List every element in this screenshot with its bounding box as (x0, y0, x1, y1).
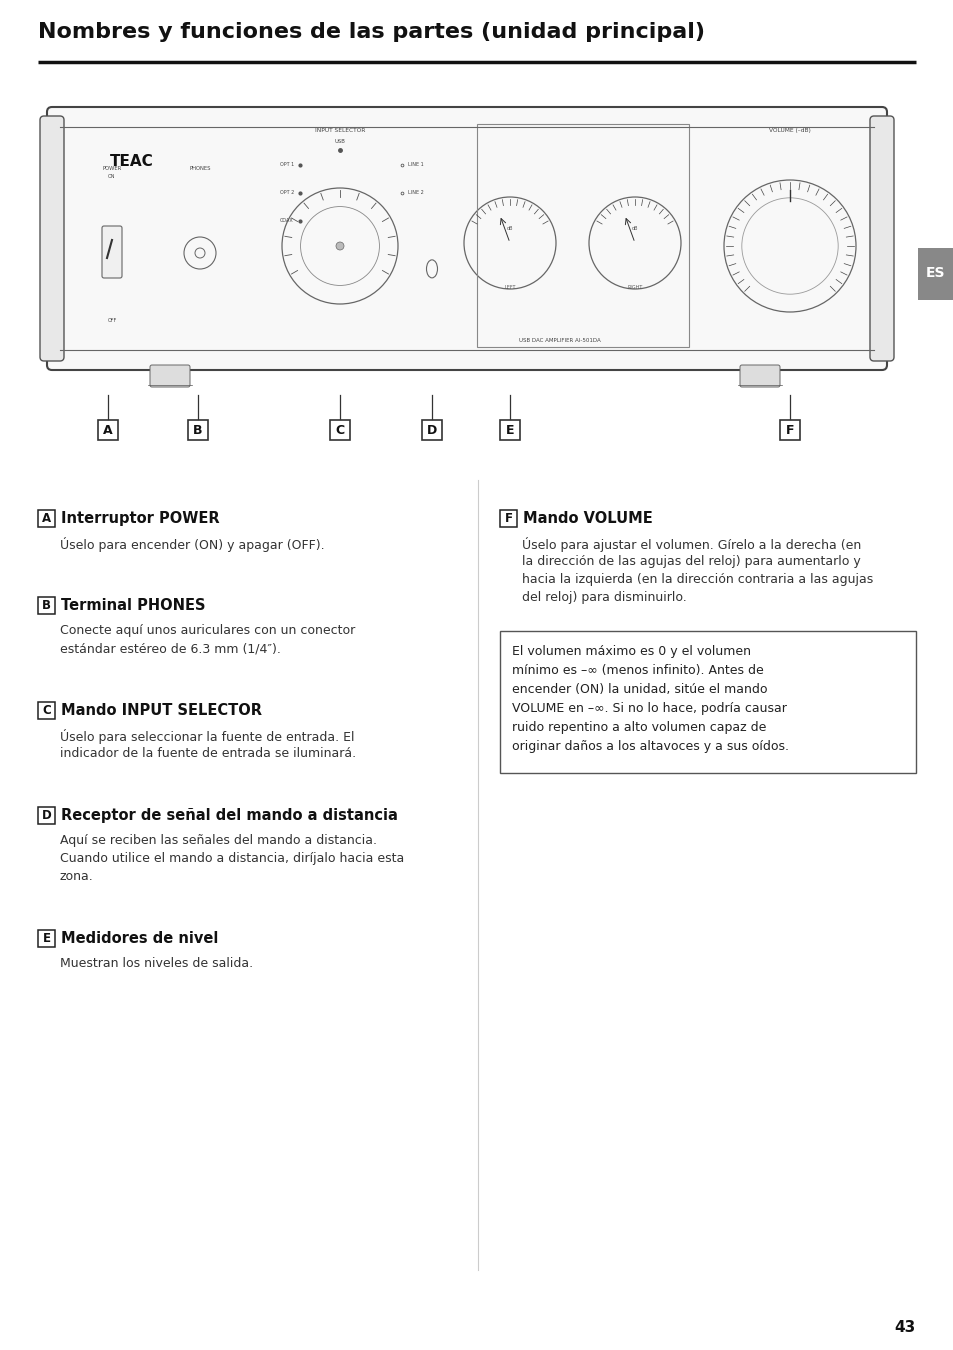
Text: Receptor de señal del mando a distancia: Receptor de señal del mando a distancia (61, 809, 397, 824)
Text: OPT 2: OPT 2 (279, 190, 294, 196)
Text: Aquí se reciben las señales del mando a distancia.: Aquí se reciben las señales del mando a … (60, 834, 376, 846)
Text: zona.: zona. (60, 869, 93, 883)
FancyBboxPatch shape (102, 225, 122, 278)
Text: A: A (103, 424, 112, 436)
FancyBboxPatch shape (740, 364, 780, 387)
Text: F: F (785, 424, 794, 436)
Text: Nombres y funciones de las partes (unidad principal): Nombres y funciones de las partes (unida… (38, 22, 704, 42)
Text: C: C (42, 703, 51, 717)
Bar (330, 420, 350, 440)
Bar (499, 630, 915, 774)
Text: Medidores de nivel: Medidores de nivel (61, 931, 218, 946)
Bar (38, 597, 55, 614)
Text: F: F (504, 512, 512, 525)
Text: VOLUME (–dB): VOLUME (–dB) (768, 128, 810, 134)
Text: Úselo para seleccionar la fuente de entrada. El: Úselo para seleccionar la fuente de entr… (60, 729, 355, 744)
Text: Terminal PHONES: Terminal PHONES (61, 598, 205, 613)
Text: POWER: POWER (102, 166, 121, 171)
Text: hacia la izquierda (en la dirección contraria a las agujas: hacia la izquierda (en la dirección cont… (521, 572, 872, 586)
Text: del reloj) para disminuirlo.: del reloj) para disminuirlo. (521, 591, 686, 603)
Text: 43: 43 (894, 1320, 915, 1335)
Bar (499, 420, 519, 440)
Text: E: E (505, 424, 514, 436)
Text: Mando INPUT SELECTOR: Mando INPUT SELECTOR (61, 703, 262, 718)
Text: USB DAC AMPLIFIER AI-501DA: USB DAC AMPLIFIER AI-501DA (518, 338, 600, 343)
Text: mínimo es –∞ (menos infinito). Antes de: mínimo es –∞ (menos infinito). Antes de (512, 664, 763, 676)
Text: LEFT: LEFT (504, 285, 516, 290)
Text: indicador de la fuente de entrada se iluminará.: indicador de la fuente de entrada se ilu… (60, 747, 355, 760)
Text: Interruptor POWER: Interruptor POWER (61, 512, 219, 526)
Bar (499, 510, 517, 526)
Bar (421, 420, 441, 440)
Text: ON: ON (108, 174, 115, 180)
Text: PHONES: PHONES (189, 166, 211, 171)
Text: COAX: COAX (280, 219, 294, 224)
Bar (780, 420, 800, 440)
Text: A: A (42, 512, 51, 525)
Text: B: B (42, 599, 51, 612)
Bar (98, 420, 118, 440)
Text: VOLUME en –∞. Si no lo hace, podría causar: VOLUME en –∞. Si no lo hace, podría caus… (512, 702, 786, 716)
Text: Cuando utilice el mando a distancia, diríjalo hacia esta: Cuando utilice el mando a distancia, dir… (60, 852, 404, 865)
Bar (476, 124, 688, 347)
Text: OPT 1: OPT 1 (279, 162, 294, 167)
Text: Conecte aquí unos auriculares con un conector: Conecte aquí unos auriculares con un con… (60, 624, 355, 637)
Text: ruido repentino a alto volumen capaz de: ruido repentino a alto volumen capaz de (512, 721, 765, 734)
FancyBboxPatch shape (47, 107, 886, 370)
Circle shape (335, 242, 344, 250)
Text: OFF: OFF (108, 319, 116, 323)
Text: USB: USB (335, 139, 345, 144)
Text: D: D (426, 424, 436, 436)
Text: la dirección de las agujas del reloj) para aumentarlo y: la dirección de las agujas del reloj) pa… (521, 555, 860, 568)
Text: El volumen máximo es 0 y el volumen: El volumen máximo es 0 y el volumen (512, 645, 750, 657)
Text: Úselo para encender (ON) y apagar (OFF).: Úselo para encender (ON) y apagar (OFF). (60, 537, 324, 552)
Text: encender (ON) la unidad, sitúe el mando: encender (ON) la unidad, sitúe el mando (512, 683, 767, 697)
Text: dB: dB (506, 225, 513, 231)
Text: dB: dB (631, 225, 638, 231)
Bar (38, 930, 55, 946)
FancyBboxPatch shape (869, 116, 893, 360)
Text: Úselo para ajustar el volumen. Gírelo a la derecha (en: Úselo para ajustar el volumen. Gírelo a … (521, 537, 861, 552)
Bar (188, 420, 208, 440)
Text: Mando VOLUME: Mando VOLUME (522, 512, 652, 526)
Text: originar daños a los altavoces y a sus oídos.: originar daños a los altavoces y a sus o… (512, 740, 788, 753)
Text: LINE 2: LINE 2 (408, 190, 423, 196)
Text: RIGHT: RIGHT (627, 285, 642, 290)
Text: D: D (42, 809, 51, 822)
Text: E: E (43, 931, 51, 945)
FancyBboxPatch shape (150, 364, 190, 387)
Bar (38, 807, 55, 824)
Bar (917, 248, 953, 300)
FancyBboxPatch shape (40, 116, 64, 360)
Text: estándar estéreo de 6.3 mm (1/4″).: estándar estéreo de 6.3 mm (1/4″). (60, 643, 280, 655)
Text: TEAC: TEAC (110, 154, 153, 169)
Text: INPUT SELECTOR: INPUT SELECTOR (314, 128, 365, 134)
Text: LINE 1: LINE 1 (408, 162, 423, 167)
Text: Muestran los niveles de salida.: Muestran los niveles de salida. (60, 957, 253, 971)
Bar (38, 510, 55, 526)
Bar (38, 702, 55, 720)
Text: ES: ES (925, 266, 944, 279)
Text: C: C (335, 424, 344, 436)
Text: B: B (193, 424, 203, 436)
